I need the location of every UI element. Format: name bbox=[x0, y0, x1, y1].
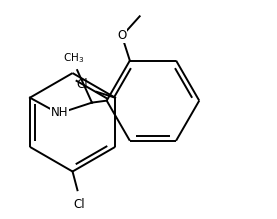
Text: Cl: Cl bbox=[76, 78, 88, 91]
Text: NH: NH bbox=[51, 106, 68, 119]
Text: Cl: Cl bbox=[74, 198, 85, 212]
Text: methoxy: methoxy bbox=[143, 10, 150, 11]
Text: methyl: methyl bbox=[77, 62, 82, 63]
Text: CH$_3$: CH$_3$ bbox=[63, 51, 84, 65]
Text: O: O bbox=[117, 30, 127, 42]
